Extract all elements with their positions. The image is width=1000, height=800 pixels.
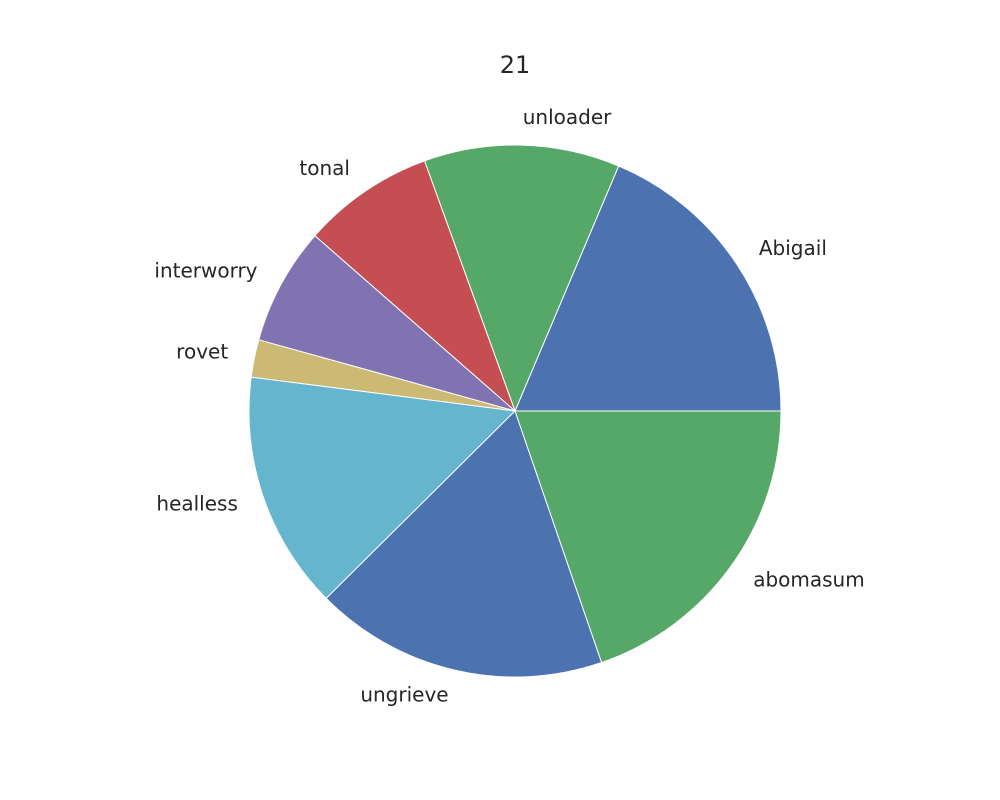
slice-label-unloader: unloader — [523, 105, 612, 129]
slice-label-ungrieve: ungrieve — [360, 682, 448, 706]
pie-slice-interworry — [258, 235, 516, 412]
slice-label-tonal: tonal — [299, 156, 350, 180]
pie-slice-abigail — [514, 165, 782, 412]
slice-label-interworry: interworry — [154, 258, 257, 282]
pie-slice-ungrieve — [325, 410, 603, 678]
pie-slice-healless — [248, 376, 517, 600]
slice-label-abigail: Abigail — [759, 236, 827, 260]
pie-slice-tonal — [314, 160, 516, 412]
chart-title: 21 — [500, 51, 531, 79]
pie-slices — [248, 144, 782, 678]
slice-label-healless: healless — [156, 491, 238, 515]
slice-label-rovet: rovet — [176, 340, 228, 364]
pie-slice-unloader — [423, 144, 620, 413]
pie-slice-abomasum — [514, 410, 782, 664]
pie-labels: Abigail unloader tonal interworry rovet heall… — [154, 105, 864, 706]
slice-label-abomasum: abomasum — [753, 567, 865, 591]
